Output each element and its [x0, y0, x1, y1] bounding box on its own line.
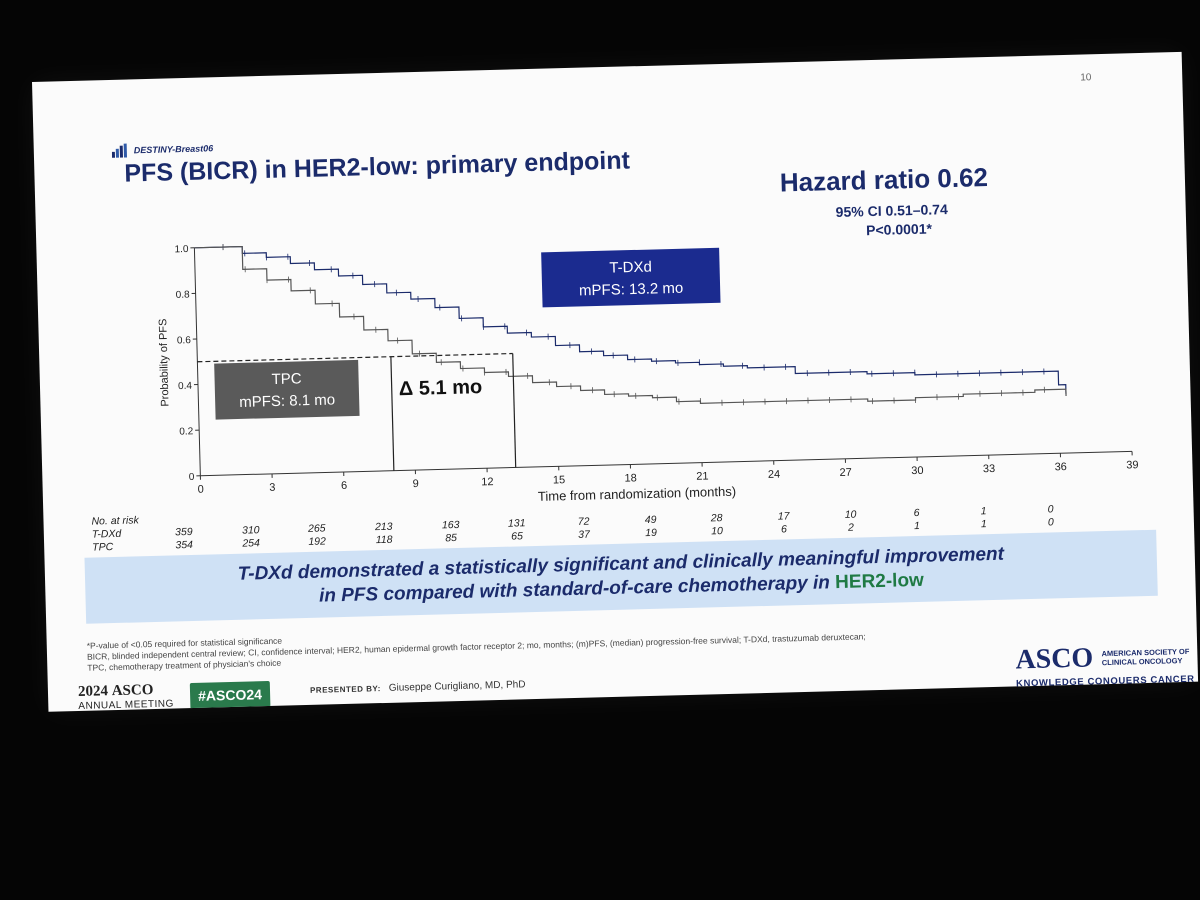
- risk-cell: 72: [577, 515, 590, 528]
- delta-median-label: Δ 5.1 mo: [399, 376, 483, 400]
- page-number: 10: [1080, 72, 1092, 84]
- risk-cell: 6: [780, 523, 788, 536]
- y-tick-label: 0.4: [178, 381, 193, 392]
- risk-cell: 118: [375, 533, 393, 547]
- tpc-median-label-1: TPC: [271, 370, 302, 388]
- risk-cell: 310: [241, 524, 260, 537]
- x-tick-label: 39: [1126, 459, 1139, 471]
- risk-cell: 0: [1047, 516, 1054, 529]
- risk-cell: 85: [445, 532, 458, 545]
- hazard-ratio-ci: 95% CI 0.51–0.74: [835, 201, 948, 221]
- risk-cell: 19: [645, 526, 658, 540]
- x-tick-label: 24: [768, 469, 781, 481]
- meeting-brand: ASCO: [111, 682, 154, 700]
- tdxd-median-label-2: mPFS: 13.2 mo: [579, 280, 684, 300]
- risk-cell: 2: [847, 521, 855, 534]
- risk-cell: 37: [578, 528, 591, 541]
- risk-cell: 49: [644, 513, 657, 527]
- risk-cell: 10: [844, 508, 857, 521]
- risk-cell: 192: [308, 535, 327, 548]
- x-axis-label: Time from randomization (months): [538, 484, 737, 504]
- x-tick-label: 30: [911, 465, 924, 477]
- asco-logo: ASCO AMERICAN SOCIETY OF CLINICAL ONCOLO…: [1015, 640, 1195, 690]
- banner-highlight: HER2-low: [834, 569, 925, 594]
- median-drop-tdxd: [512, 353, 517, 468]
- km-chart: 00.20.40.60.81.00 3 6 9 12 15 18 21 24 27 30 33 36 39…: [157, 244, 1139, 504]
- meeting-logo: 2024 ASCO ANNUAL MEETING: [78, 682, 174, 712]
- meeting-name: ANNUAL MEETING: [78, 698, 175, 712]
- x-tick-label: 9: [413, 478, 419, 490]
- tpc-median-label-2: mPFS: 8.1 mo: [239, 391, 335, 411]
- y-tick-label: 0: [189, 472, 195, 483]
- asco-society: AMERICAN SOCIETY OF CLINICAL ONCOLOGY: [1101, 647, 1189, 667]
- asco-wordmark: ASCO: [1015, 642, 1094, 676]
- presenter-name: Giuseppe Curigliano, MD, PhD: [388, 679, 526, 694]
- x-tick-label: 12: [481, 476, 494, 488]
- asco-tagline: KNOWLEDGE CONQUERS CANCER: [1015, 673, 1195, 690]
- risk-cell: 131: [507, 517, 526, 530]
- presented-by-label: PRESENTED BY:: [309, 684, 381, 695]
- risk-cell: 1: [980, 505, 987, 518]
- x-tick-label: 0: [198, 484, 204, 496]
- y-tick-label: 0.2: [179, 426, 194, 437]
- risk-cell: 254: [242, 537, 261, 550]
- x-tick-label: 6: [341, 480, 347, 492]
- risk-cell: 354: [175, 538, 194, 552]
- risk-cell: 17: [777, 510, 790, 523]
- x-axis-line: [200, 450, 1133, 477]
- asco-society-line-2: CLINICAL ONCOLOGY: [1101, 656, 1183, 668]
- property-note: Presentation is property of the author a…: [310, 695, 659, 712]
- chart-annotations: T-DXd mPFS: 13.2 mo TPC mPFS: 8.1 mo Δ 5.1 m…: [197, 247, 721, 471]
- risk-row-label: T-DXd: [91, 527, 122, 541]
- hashtag-badge: #ASCO24: [189, 680, 271, 710]
- risk-cell: 1: [913, 519, 921, 533]
- risk-cell: 10: [710, 525, 723, 538]
- x-tick-label: 3: [269, 482, 275, 494]
- km-curve-tdxd: [194, 245, 1067, 394]
- presented-by: PRESENTED BY: Giuseppe Curigliano, MD, Ph…: [310, 679, 526, 696]
- study-logo: DESTINY-Breast06: [111, 141, 214, 158]
- x-tick-label: 33: [983, 463, 996, 475]
- risk-table-header: No. at risk: [91, 514, 139, 528]
- risk-cell: 0: [1047, 503, 1054, 516]
- risk-cell: 1: [980, 518, 987, 531]
- tpc-median-box: [214, 359, 360, 420]
- tdxd-median-label-1: T-DXd: [609, 259, 652, 277]
- x-tick-label: 15: [553, 474, 566, 486]
- risk-cell: 359: [174, 525, 193, 539]
- risk-row-label: TPC: [92, 541, 114, 554]
- risk-cell: 265: [307, 522, 326, 535]
- study-logo-icon: [111, 143, 128, 158]
- x-tick-label: 18: [624, 472, 637, 484]
- y-tick-label: 0.8: [176, 290, 191, 301]
- risk-cell: 163: [441, 518, 460, 532]
- slide: 10 DESTINY-Breast06 PFS (BICR) in HER2-l…: [32, 51, 1199, 712]
- risk-cell: 6: [913, 506, 920, 520]
- study-label: DESTINY-Breast06: [133, 143, 214, 156]
- y-tick-label: 0.6: [177, 335, 192, 346]
- meeting-year: 2024: [77, 683, 109, 701]
- y-axis-label: Probability of PFS: [157, 318, 171, 406]
- y-tick-label: 1.0: [174, 244, 189, 255]
- hazard-ratio-title: Hazard ratio 0.62: [779, 162, 989, 198]
- risk-cell: 213: [374, 520, 393, 534]
- x-tick-label: 36: [1054, 461, 1067, 473]
- median-drop-tpc: [390, 356, 395, 471]
- footnotes: *P-value of <0.05 required for statistic…: [87, 620, 866, 673]
- risk-cell: 65: [511, 530, 524, 543]
- tdxd-median-box: [541, 247, 721, 308]
- x-tick-label: 21: [696, 470, 709, 482]
- chart-ticks: 00.20.40.60.81.00 3 6 9 12 15 18 21 24 27 30 33 36 39: [174, 244, 1139, 496]
- x-tick-label: 27: [839, 467, 852, 479]
- median-dashed-line: [197, 352, 513, 363]
- risk-cell: 28: [710, 512, 723, 525]
- chart-series: [194, 244, 1067, 406]
